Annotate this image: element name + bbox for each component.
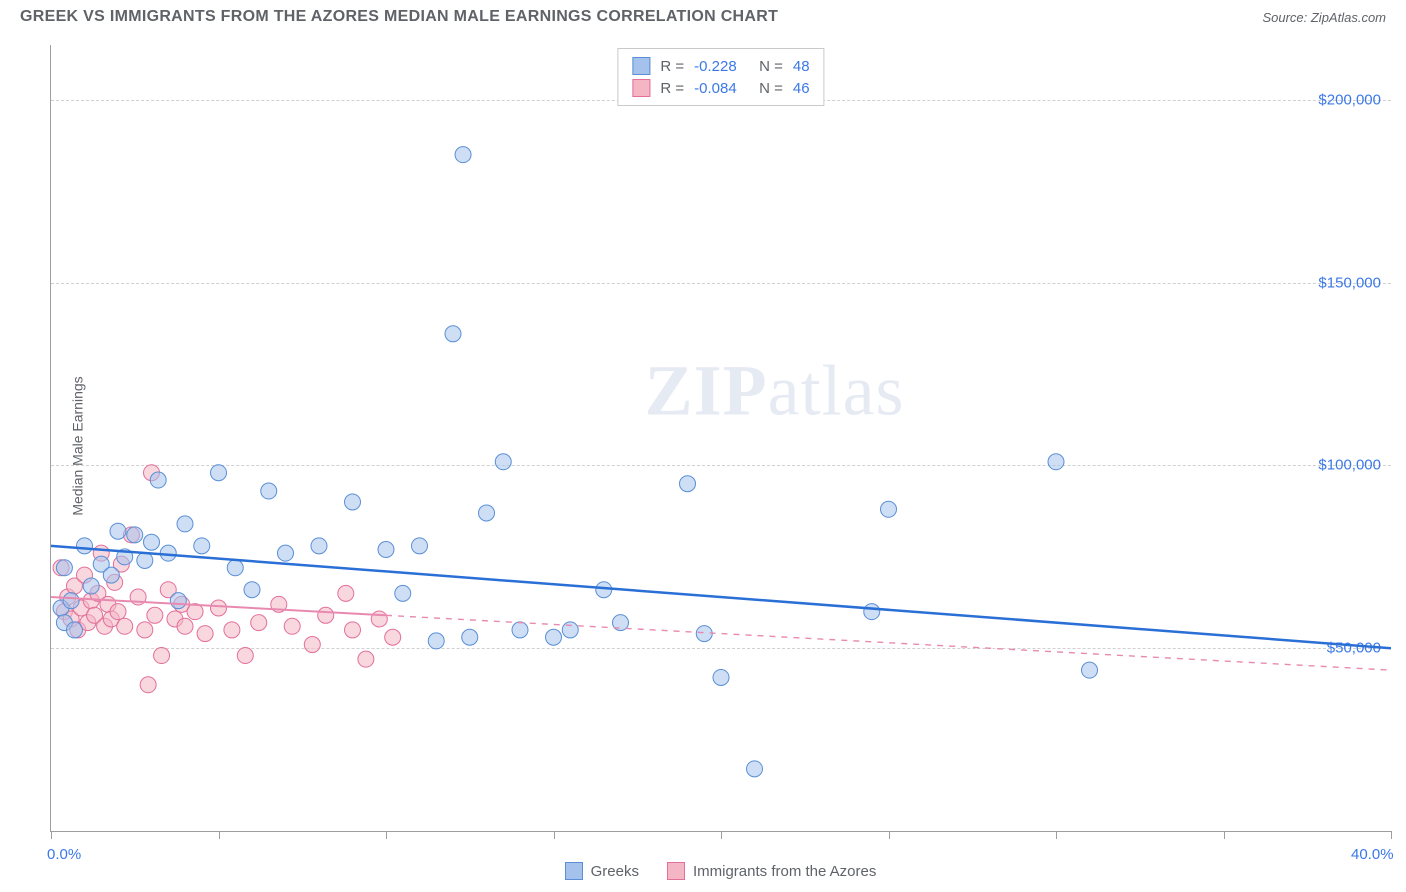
data-point (395, 585, 411, 601)
legend-item-azores: Immigrants from the Azores (667, 862, 876, 880)
data-point (881, 501, 897, 517)
data-point (512, 622, 528, 638)
data-point (63, 593, 79, 609)
data-point (66, 622, 82, 638)
data-point (144, 534, 160, 550)
trend-line-extrapolated (386, 615, 1391, 670)
scatter-svg (51, 45, 1391, 831)
data-point (562, 622, 578, 638)
legend-label-azores: Immigrants from the Azores (693, 863, 876, 880)
data-point (140, 677, 156, 693)
data-point (127, 527, 143, 543)
source-attribution: Source: ZipAtlas.com (1262, 10, 1386, 25)
data-point (371, 611, 387, 627)
correlation-stats-box: R = -0.228 N = 48 R = -0.084 N = 46 (617, 48, 824, 106)
data-point (378, 542, 394, 558)
data-point (304, 637, 320, 653)
x-tick-label: 0.0% (47, 846, 81, 863)
data-point (318, 607, 334, 623)
data-point (713, 669, 729, 685)
data-point (237, 648, 253, 664)
data-point (150, 472, 166, 488)
data-point (224, 622, 240, 638)
data-point (177, 516, 193, 532)
data-point (462, 629, 478, 645)
data-point (495, 454, 511, 470)
stats-row-greeks: R = -0.228 N = 48 (632, 55, 809, 77)
stats-row-azores: R = -0.084 N = 46 (632, 77, 809, 99)
data-point (56, 560, 72, 576)
data-point (137, 552, 153, 568)
data-point (311, 538, 327, 554)
data-point (170, 593, 186, 609)
bottom-legend: Greeks Immigrants from the Azores (50, 862, 1391, 880)
data-point (154, 648, 170, 664)
legend-swatch-greeks (565, 862, 583, 880)
data-point (385, 629, 401, 645)
data-point (83, 578, 99, 594)
data-point (455, 147, 471, 163)
chart-plot-area: ZIPatlas R = -0.228 N = 48 R = -0.084 N … (50, 45, 1391, 832)
data-point (211, 600, 227, 616)
data-point (284, 618, 300, 634)
data-point (412, 538, 428, 554)
data-point (110, 523, 126, 539)
data-point (1048, 454, 1064, 470)
data-point (345, 622, 361, 638)
data-point (197, 626, 213, 642)
swatch-azores (632, 79, 650, 97)
data-point (445, 326, 461, 342)
chart-title: GREEK VS IMMIGRANTS FROM THE AZORES MEDI… (20, 8, 778, 26)
data-point (546, 629, 562, 645)
data-point (147, 607, 163, 623)
data-point (177, 618, 193, 634)
data-point (110, 604, 126, 620)
data-point (251, 615, 267, 631)
data-point (211, 465, 227, 481)
data-point (278, 545, 294, 561)
data-point (358, 651, 374, 667)
legend-label-greeks: Greeks (591, 863, 639, 880)
x-tick-label: 40.0% (1351, 846, 1394, 863)
legend-item-greeks: Greeks (565, 862, 639, 880)
data-point (864, 604, 880, 620)
data-point (77, 538, 93, 554)
data-point (227, 560, 243, 576)
data-point (261, 483, 277, 499)
data-point (117, 618, 133, 634)
data-point (479, 505, 495, 521)
data-point (244, 582, 260, 598)
data-point (680, 476, 696, 492)
data-point (747, 761, 763, 777)
data-point (103, 567, 119, 583)
data-point (428, 633, 444, 649)
data-point (345, 494, 361, 510)
data-point (338, 585, 354, 601)
data-point (1082, 662, 1098, 678)
swatch-greeks (632, 57, 650, 75)
chart-header: GREEK VS IMMIGRANTS FROM THE AZORES MEDI… (0, 0, 1406, 30)
data-point (194, 538, 210, 554)
legend-swatch-azores (667, 862, 685, 880)
data-point (137, 622, 153, 638)
